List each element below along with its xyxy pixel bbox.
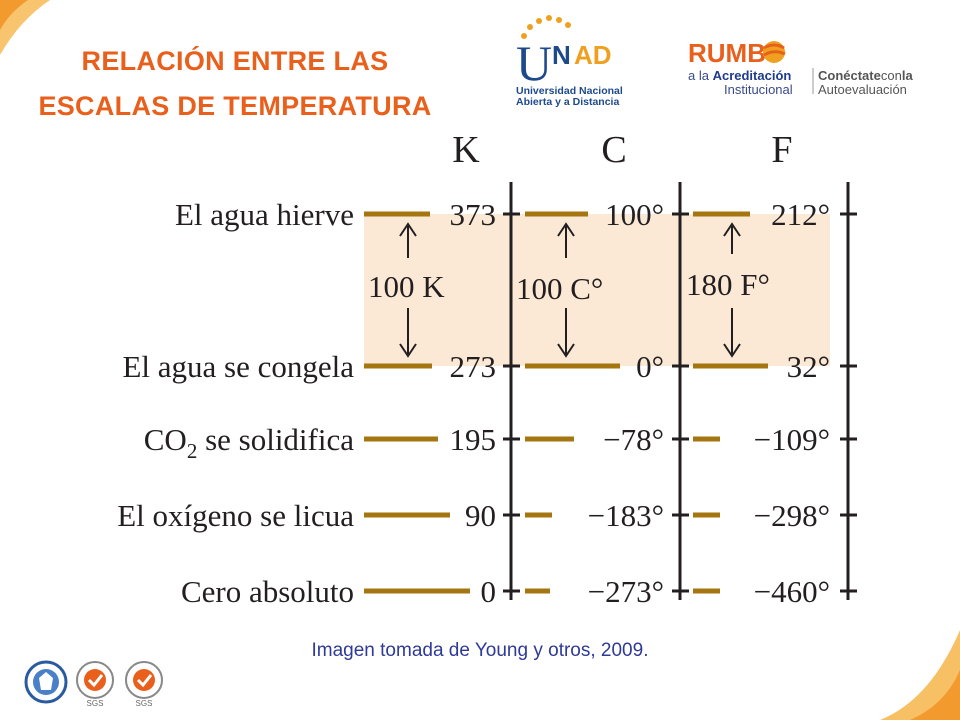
fahrenheit-value: 32°	[787, 349, 830, 384]
svg-text:SGS: SGS	[136, 699, 153, 708]
svg-text:SGS: SGS	[87, 699, 104, 708]
corner-swoosh-bottom-right	[880, 630, 960, 720]
unad-n: N	[552, 40, 571, 70]
header-fahrenheit: F	[771, 130, 792, 171]
header-kelvin: K	[452, 130, 480, 171]
row-label-oxygen: El oxígeno se licua	[117, 498, 354, 533]
interval-label-fahrenheit: 180 F°	[686, 267, 770, 302]
kelvin-value: 273	[450, 349, 497, 384]
sgs-certification-icon: SGS	[76, 661, 114, 708]
interval-arrows	[399, 222, 741, 358]
page-title-line1: RELACIÓN ENTRE LAS	[81, 46, 389, 76]
page-title-line2: ESCALAS DE TEMPERATURA	[38, 91, 432, 121]
kelvin-value: 0	[481, 574, 497, 609]
celsius-value: −78°	[603, 422, 664, 457]
level-bars	[364, 211, 768, 594]
unad-u: U	[516, 35, 552, 91]
fahrenheit-value: −460°	[754, 574, 830, 609]
unad-dots-icon	[521, 15, 571, 39]
unad-name-line2: Abierta y a Distancia	[516, 96, 619, 108]
autoevaluacion-text: Autoevaluación	[818, 82, 907, 97]
fahrenheit-value: −298°	[754, 498, 830, 533]
rumbo-word: RUMB	[688, 38, 766, 68]
fahrenheit-value: 212°	[771, 197, 830, 232]
tick-marks	[503, 212, 857, 593]
kelvin-value: 195	[450, 422, 497, 457]
rumbo-globe-icon	[763, 41, 786, 63]
kelvin-value: 373	[450, 197, 497, 232]
celsius-value: −183°	[588, 498, 664, 533]
row-label-freezing: El agua se congela	[122, 349, 354, 384]
conectate-text: Conéctateconla	[818, 68, 913, 83]
kelvin-value: 90	[465, 498, 496, 533]
certification-logos: SGS SGS	[24, 660, 163, 708]
row-label-co2: CO2 se solidifica	[144, 422, 354, 463]
row-label-boiling: El agua hierve	[175, 197, 354, 232]
sgs-certification-icon: SGS	[125, 661, 163, 708]
row-label-absolute-zero: Cero absoluto	[181, 574, 354, 609]
interval-label-kelvin: 100 K	[368, 269, 445, 304]
image-credit-caption: Imagen tomada de Young y otros, 2009.	[311, 640, 649, 661]
header-celsius: C	[601, 130, 626, 171]
interval-shade	[364, 214, 830, 366]
unad-ad: AD	[574, 40, 612, 70]
corner-swoosh-top-left	[0, 0, 50, 55]
rumbo-line1: a la Acreditación	[688, 68, 791, 83]
unad-name-line1: Universidad Nacional	[516, 85, 623, 97]
fahrenheit-value: −109°	[754, 422, 830, 457]
rumbo-line2: Institucional	[724, 82, 793, 97]
celsius-value: 100°	[605, 197, 664, 232]
celsius-value: 0°	[636, 349, 664, 384]
temperature-scales-diagram: K C F El agua hierve El agua se congela	[117, 130, 857, 609]
unad-logo: U N AD Universidad Nacional Abierta y a …	[516, 15, 623, 108]
colombia-seal-icon	[24, 660, 68, 704]
celsius-value: −273°	[588, 574, 664, 609]
rumbo-logo: RUMB a la Acreditación Institucional Con…	[688, 38, 913, 97]
interval-label-celsius: 100 C°	[516, 271, 603, 306]
